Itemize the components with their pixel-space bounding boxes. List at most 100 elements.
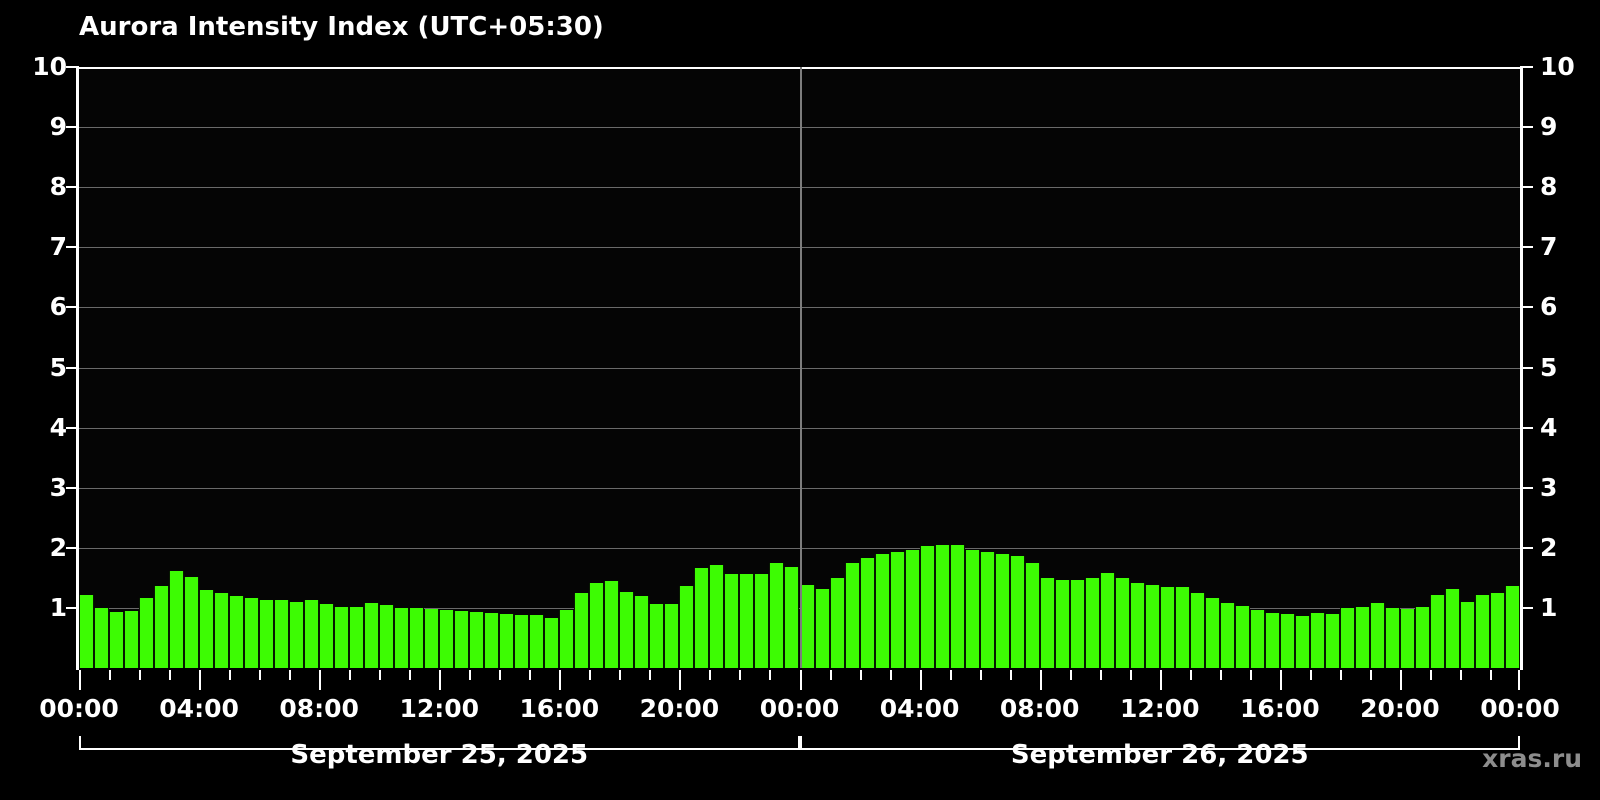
bar[interactable] [964, 549, 980, 668]
bar[interactable] [394, 607, 410, 668]
bar[interactable] [169, 570, 185, 668]
bar[interactable] [1264, 612, 1280, 668]
bar[interactable] [589, 582, 605, 668]
bar[interactable] [709, 564, 725, 668]
bar[interactable] [814, 588, 830, 668]
bar[interactable] [874, 553, 890, 668]
bar[interactable] [1039, 577, 1055, 668]
bar[interactable] [139, 597, 155, 668]
bar[interactable] [1474, 594, 1490, 668]
bar[interactable] [124, 610, 140, 668]
bar[interactable] [529, 615, 545, 668]
bar[interactable] [1354, 606, 1370, 668]
bar[interactable] [94, 607, 109, 668]
bar[interactable] [1339, 607, 1355, 668]
bar[interactable] [619, 592, 635, 668]
bar[interactable] [1159, 587, 1175, 668]
bar[interactable] [334, 606, 350, 668]
bar[interactable] [439, 610, 455, 668]
bar[interactable] [304, 600, 320, 668]
y-tick-mark-left-5 [66, 366, 76, 369]
bar[interactable] [154, 586, 170, 668]
bar[interactable] [694, 567, 710, 668]
bar[interactable] [244, 598, 260, 668]
bar[interactable] [1189, 592, 1205, 668]
bar[interactable] [349, 606, 365, 668]
bar[interactable] [514, 614, 530, 668]
bar[interactable] [859, 558, 875, 668]
bar[interactable] [409, 607, 425, 668]
bar[interactable] [1009, 556, 1025, 668]
bar[interactable] [1309, 612, 1325, 668]
bar[interactable] [229, 596, 245, 668]
bar[interactable] [1414, 606, 1430, 668]
bar[interactable] [1084, 578, 1100, 668]
bar[interactable] [1234, 606, 1250, 668]
bar[interactable] [1444, 588, 1460, 668]
bar[interactable] [679, 585, 695, 668]
bar[interactable] [994, 553, 1010, 668]
bar[interactable] [904, 550, 920, 668]
bar[interactable] [184, 576, 200, 668]
bar[interactable] [79, 594, 94, 668]
bar[interactable] [274, 600, 290, 668]
bar[interactable] [289, 601, 305, 668]
bar[interactable] [214, 593, 230, 668]
bar[interactable] [1054, 579, 1070, 668]
bar[interactable] [454, 610, 470, 668]
bar[interactable] [769, 563, 785, 668]
bar[interactable] [1114, 578, 1130, 668]
bar[interactable] [934, 544, 950, 668]
bar[interactable] [1399, 608, 1415, 668]
bar[interactable] [1489, 593, 1505, 668]
bar[interactable] [1429, 595, 1445, 668]
bar[interactable] [109, 611, 125, 668]
bar[interactable] [1129, 582, 1145, 668]
bar[interactable] [1204, 597, 1220, 668]
bar[interactable] [649, 603, 665, 668]
bar[interactable] [1219, 603, 1235, 668]
bar[interactable] [259, 599, 275, 668]
bar[interactable] [604, 580, 620, 668]
bar[interactable] [424, 608, 440, 668]
bar[interactable] [364, 603, 380, 668]
bar[interactable] [739, 573, 755, 668]
bar[interactable] [979, 552, 995, 668]
bar[interactable] [469, 612, 485, 668]
bar[interactable] [754, 573, 770, 668]
bar[interactable] [559, 609, 575, 668]
bar[interactable] [1324, 613, 1340, 668]
bar[interactable] [499, 613, 515, 668]
bar[interactable] [1024, 563, 1040, 668]
bar[interactable] [1384, 607, 1400, 668]
bar[interactable] [889, 552, 905, 668]
bar[interactable] [1459, 601, 1475, 668]
bar[interactable] [664, 603, 680, 668]
bar[interactable] [844, 562, 860, 668]
bar[interactable] [574, 592, 590, 668]
bar[interactable] [1504, 586, 1520, 668]
bar[interactable] [1294, 615, 1310, 668]
bar[interactable] [919, 546, 935, 668]
bar[interactable] [949, 544, 965, 668]
bar[interactable] [319, 604, 335, 668]
y-tick-label-right-2: 2 [1540, 532, 1558, 562]
bar[interactable] [784, 567, 800, 668]
bar[interactable] [1144, 585, 1160, 668]
bar[interactable] [1249, 609, 1265, 668]
bar[interactable] [1174, 587, 1190, 668]
bar[interactable] [484, 612, 500, 668]
bar[interactable] [379, 604, 395, 668]
bar[interactable] [799, 585, 815, 668]
day-divider-line [799, 67, 802, 668]
bar[interactable] [1099, 573, 1115, 668]
x-tick-minor-13 [469, 670, 472, 680]
bar[interactable] [724, 573, 740, 668]
bar[interactable] [634, 595, 650, 668]
bar[interactable] [544, 617, 560, 668]
bar[interactable] [829, 577, 845, 668]
bar[interactable] [1369, 603, 1385, 668]
bar[interactable] [1279, 613, 1295, 668]
bar[interactable] [1069, 579, 1085, 668]
bar[interactable] [199, 589, 215, 668]
